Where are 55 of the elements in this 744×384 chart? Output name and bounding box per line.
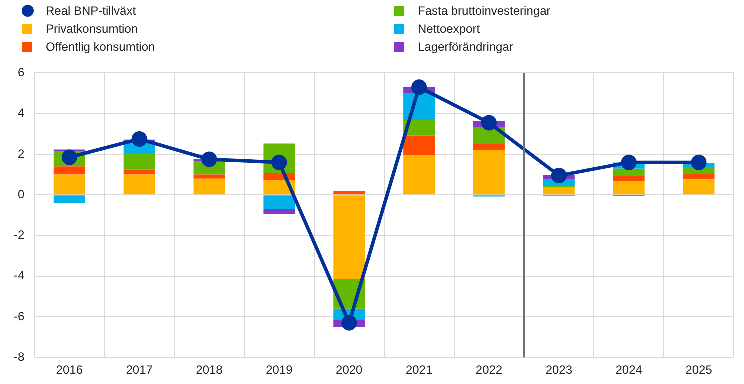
bar [334,196,366,280]
bar [264,209,296,214]
y-tick-label: 4 [18,106,25,120]
bar [474,150,505,195]
y-tick-label: -2 [14,228,25,242]
x-tick-label: 2017 [126,363,154,378]
x-tick-label: 2025 [686,363,713,378]
bar [124,170,156,175]
point [481,115,497,131]
bar [543,186,575,195]
point [342,315,358,331]
y-tick-label: -6 [14,309,25,324]
bar [54,196,86,204]
legend-label: Offentlig konsumtion [46,40,156,54]
y-tick-label: -8 [14,350,25,364]
legend-label: Real BNP-tillväxt [46,4,136,18]
bar [404,155,436,195]
legend-label: Fasta bruttoinvesteringar [418,4,551,18]
x-tick-label: 2020 [336,363,364,378]
x-tick-label: 2018 [196,363,224,378]
legend-label: Nettoexport [418,22,480,36]
x-tick-label: 2024 [616,363,643,378]
legend-label: Privatkonsumtion [46,22,138,36]
x-tick-label: 2019 [266,363,294,378]
bar [194,178,226,195]
bar [613,176,645,182]
bar [613,168,645,176]
y-tick-label: 6 [18,66,25,80]
bar [683,180,715,195]
legend-label: Lagerförändringar [418,40,514,54]
bar [613,181,645,195]
bar [334,191,366,195]
point [132,131,148,147]
bar [264,196,296,210]
x-tick-label: 2021 [406,363,433,378]
point [202,152,218,168]
bar [124,153,156,170]
y-tick-label: -4 [14,268,25,283]
y-tick-label: 0 [18,187,25,202]
bar [54,174,86,195]
x-tick-label: 2023 [546,363,573,378]
bar [683,174,715,180]
bar [474,144,505,150]
point [412,80,428,96]
y-tick-label: 2 [18,146,25,161]
bar [404,136,436,156]
point [551,168,567,184]
point [691,154,707,170]
x-tick-label: 2016 [56,363,84,378]
point [621,154,637,170]
point [62,150,78,166]
bar [54,166,86,175]
bar [194,174,226,179]
bar [124,174,156,195]
x-tick-label: 2022 [476,363,503,378]
